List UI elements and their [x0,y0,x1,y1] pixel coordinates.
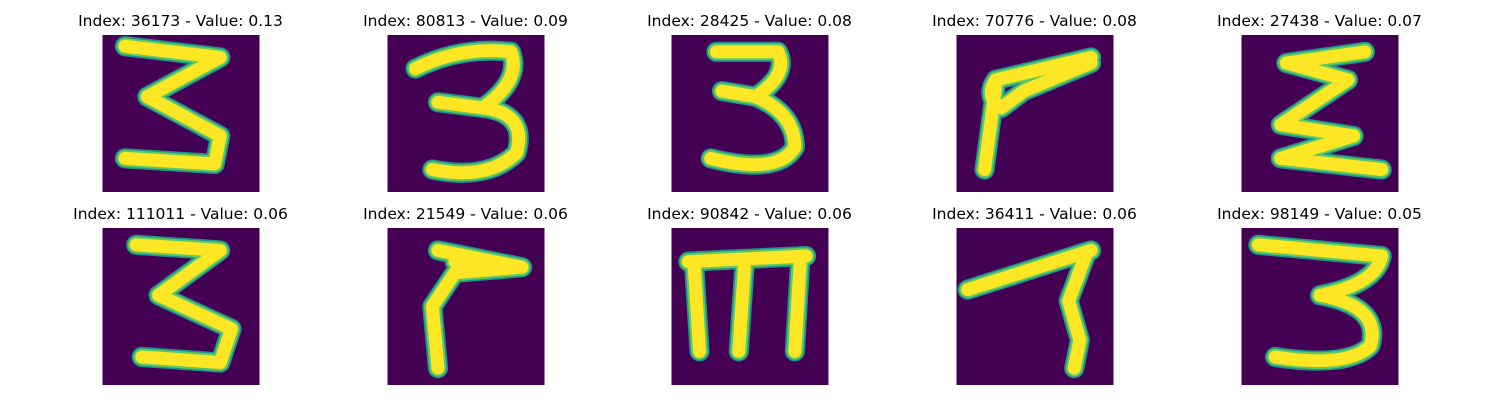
panel-title: Index: 98149 - Value: 0.05 [1177,205,1462,223]
digit-image-7 [671,228,829,385]
panel-title: Index: 70776 - Value: 0.08 [892,12,1177,30]
digit-image-3 [956,35,1114,192]
panel-title: Index: 90842 - Value: 0.06 [607,205,892,223]
digit-image-1 [387,35,545,192]
panel-title: Index: 111011 - Value: 0.06 [38,205,323,223]
digit-image-8 [956,228,1114,385]
panel-title: Index: 27438 - Value: 0.07 [1177,12,1462,30]
digit-image-6 [387,228,545,385]
digit-image-2 [671,35,829,192]
panel-title: Index: 36173 - Value: 0.13 [38,12,323,30]
panel-title: Index: 36411 - Value: 0.06 [892,205,1177,223]
panel-title: Index: 21549 - Value: 0.06 [323,205,608,223]
panel-title: Index: 80813 - Value: 0.09 [323,12,608,30]
digit-image-5 [102,228,260,385]
digit-image-9 [1241,228,1399,385]
digit-image-4 [1241,35,1399,192]
digit-image-0 [102,35,260,192]
panel-title: Index: 28425 - Value: 0.08 [607,12,892,30]
